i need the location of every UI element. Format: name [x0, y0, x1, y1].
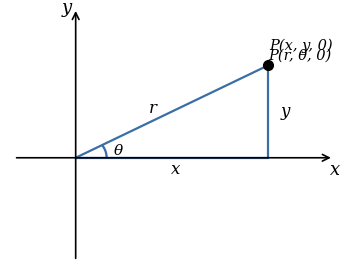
- Text: θ: θ: [114, 144, 123, 158]
- Text: r: r: [149, 100, 157, 117]
- Text: y: y: [280, 103, 290, 120]
- Text: y: y: [62, 0, 72, 17]
- Text: P(r, θ, 0): P(r, θ, 0): [268, 49, 332, 63]
- Text: P(x, y, 0): P(x, y, 0): [269, 39, 333, 53]
- Text: x: x: [171, 162, 180, 178]
- Text: x: x: [330, 161, 341, 179]
